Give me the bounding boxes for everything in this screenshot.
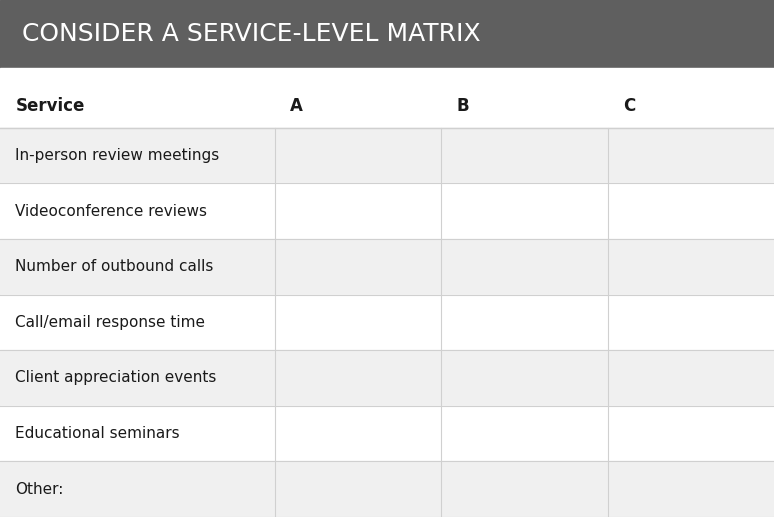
Bar	[0, 239, 774, 295]
Text: Other:: Other:	[15, 482, 63, 497]
Bar	[0, 184, 774, 239]
Bar	[0, 350, 774, 406]
Text: A: A	[290, 97, 303, 115]
Text: CONSIDER A SERVICE-LEVEL MATRIX: CONSIDER A SERVICE-LEVEL MATRIX	[22, 22, 481, 46]
Text: Client appreciation events: Client appreciation events	[15, 371, 217, 386]
Text: Educational seminars: Educational seminars	[15, 426, 180, 441]
Bar	[0, 295, 774, 350]
Text: C: C	[623, 97, 635, 115]
Bar	[0, 84, 774, 128]
Text: Videoconference reviews: Videoconference reviews	[15, 204, 207, 219]
Text: In-person review meetings: In-person review meetings	[15, 148, 220, 163]
Bar	[0, 128, 774, 184]
Bar	[0, 68, 774, 84]
Text: Service: Service	[15, 97, 85, 115]
Bar	[0, 0, 774, 68]
Text: Number of outbound calls: Number of outbound calls	[15, 259, 214, 274]
Bar	[0, 406, 774, 461]
Bar	[0, 461, 774, 517]
Text: Call/email response time: Call/email response time	[15, 315, 205, 330]
Text: B: B	[457, 97, 469, 115]
